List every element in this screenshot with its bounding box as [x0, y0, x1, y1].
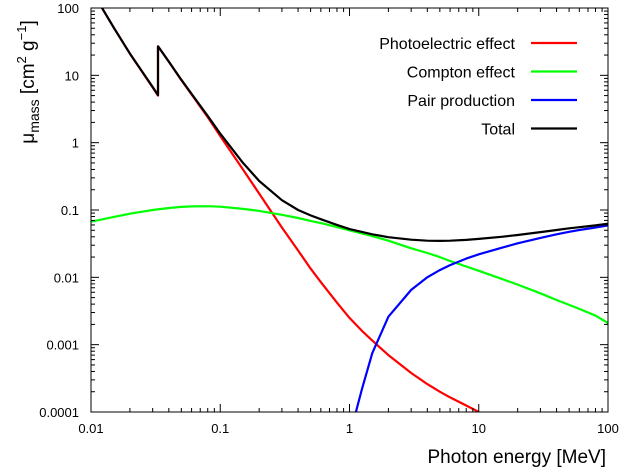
plot-frame — [90, 7, 609, 413]
series-line-2 — [354, 224, 608, 412]
series-layer — [91, 8, 608, 412]
y-axis-label-unit-open: [cm — [18, 63, 39, 99]
y-axis-label-unit-mid: g — [18, 40, 39, 56]
y-axis-label: μmass [cm2 g−1] — [14, 20, 42, 144]
y-axis-label-base: μ — [18, 133, 39, 144]
x-tick-label: 0.1 — [211, 421, 229, 436]
y-tick-label: 0.0001 — [39, 405, 79, 420]
x-tick-label: 1 — [346, 421, 353, 436]
legend-label-1: Compton effect — [407, 65, 516, 82]
series-line-0 — [100, 8, 480, 412]
y-axis-label-unit-sup2: −1 — [14, 26, 29, 41]
y-tick-label: 10 — [65, 68, 79, 83]
y-axis-label-sub: mass — [26, 99, 42, 132]
legend-label-2: Pair production — [407, 93, 515, 110]
x-tick-label: 100 — [597, 421, 619, 436]
tick-layer: 0.01 0.1 1 10 100 0.0001 0.001 0.01 0.1 1 10 100 — [39, 1, 619, 436]
y-tick-label: 100 — [57, 1, 79, 16]
x-tick-label: 0.01 — [78, 421, 103, 436]
x-axis-label: Photon energy [MeV] — [428, 447, 607, 468]
y-tick-label: 0.01 — [54, 270, 79, 285]
y-tick-label: 1 — [72, 136, 79, 151]
y-tick-label: 0.001 — [46, 338, 79, 353]
legend-label-3: Total — [481, 122, 515, 139]
series-line-1 — [91, 205, 608, 324]
series-line-3 — [100, 8, 608, 242]
legend-layer: Photoelectric effect Compton effect Pair p… — [379, 36, 577, 139]
y-tick-label: 0.1 — [61, 203, 79, 218]
legend-label-0: Photoelectric effect — [379, 36, 515, 53]
x-tick-label: 10 — [472, 421, 486, 436]
y-axis-label-unit-close: ] — [18, 20, 39, 25]
y-axis-label-unit-sup1: 2 — [14, 56, 29, 63]
